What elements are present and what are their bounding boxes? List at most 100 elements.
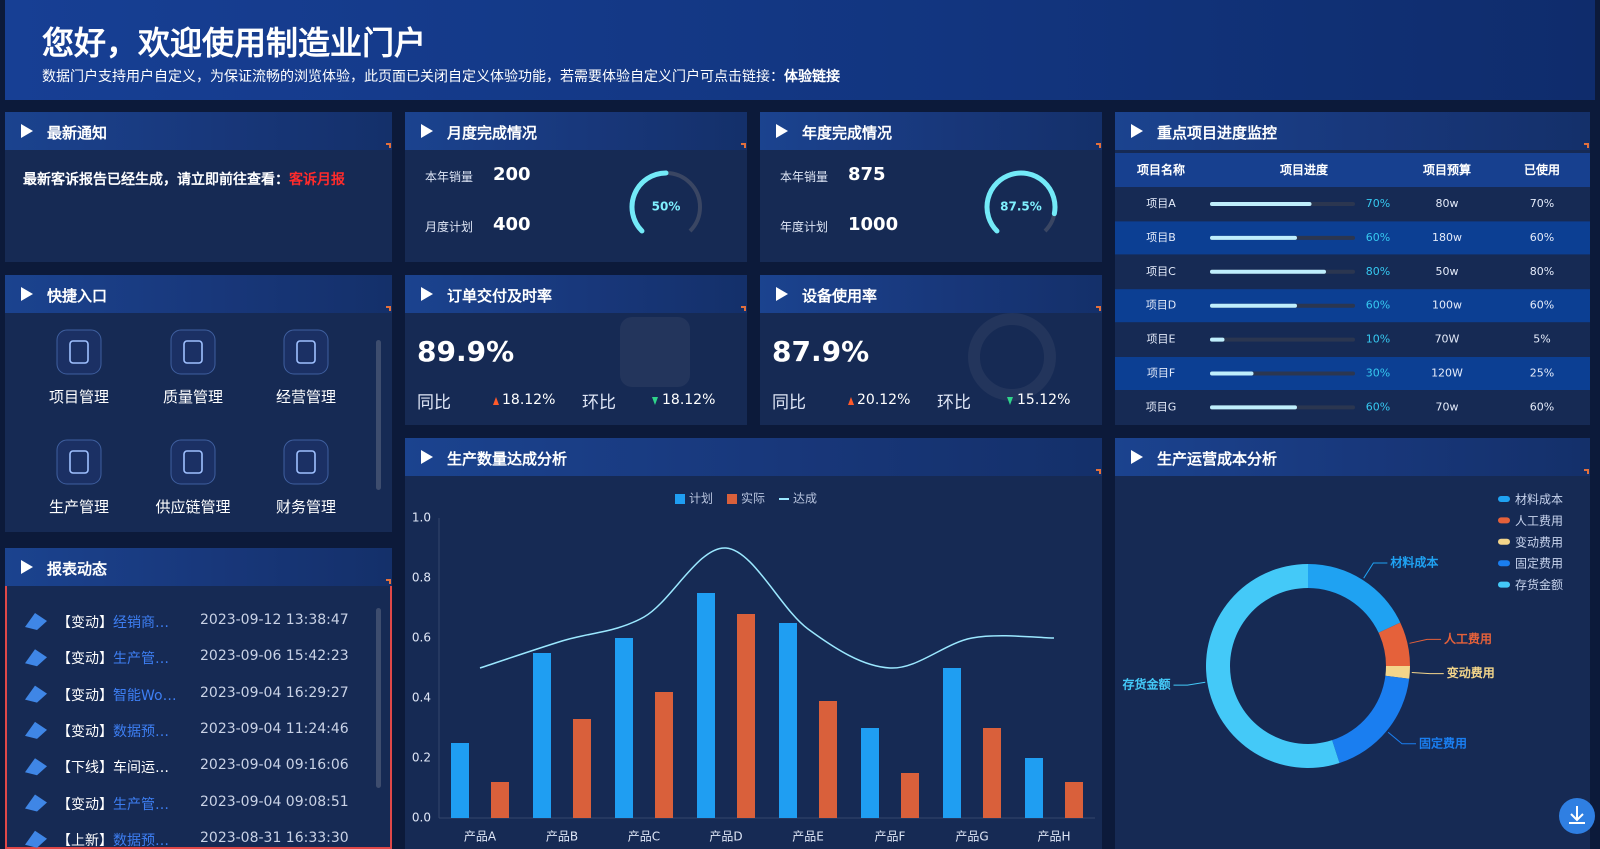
budget: 100w	[1432, 299, 1462, 312]
bar	[615, 638, 633, 818]
graphic: 50%	[629, 170, 702, 234]
quick-entry[interactable]: 供应链管理	[155, 498, 231, 516]
report-item[interactable]: 【下线】车间运…	[57, 757, 169, 777]
report-icon	[25, 685, 47, 703]
report-name: 经销商…	[113, 615, 169, 631]
bar	[697, 593, 715, 818]
panel-title: 年度完成情况	[802, 124, 893, 142]
report-item[interactable]: 【上新】数据预…	[57, 830, 169, 849]
bar	[1065, 782, 1083, 818]
y-tick-label: 0.8	[412, 571, 431, 585]
header-decor	[1131, 450, 1589, 474]
used: 80%	[1530, 265, 1554, 278]
graphic	[848, 313, 1056, 405]
gauge-label: 87.5%	[1000, 200, 1042, 214]
x-tick-label: 产品E	[792, 830, 824, 844]
budget: 70w	[1436, 400, 1459, 413]
legend-swatch	[1498, 496, 1510, 502]
panel-title: 生产运营成本分析	[1157, 450, 1278, 468]
report-item[interactable]: 【变动】数据预…	[57, 721, 169, 741]
report-time: 2023-09-06 15:42:23	[200, 648, 349, 665]
y-tick-label: 1.0	[412, 511, 431, 525]
quick-icon-glyph	[183, 450, 203, 474]
donut-segment	[1378, 622, 1410, 666]
callout-label: 变动费用	[1447, 665, 1495, 680]
progress-label: 30%	[1366, 367, 1390, 380]
quick-icon	[283, 439, 329, 485]
report-icon	[25, 721, 47, 739]
report-time: 2023-09-04 16:29:27	[200, 684, 349, 701]
report-item[interactable]: 【变动】智能Wo…	[57, 685, 177, 705]
stat-label: 年度计划	[780, 220, 829, 234]
header-decor	[421, 287, 746, 311]
progress-bar	[1210, 269, 1326, 274]
x-tick-label: 产品A	[464, 830, 497, 844]
experience-link[interactable]: 体验链接	[784, 69, 840, 85]
play-icon	[421, 450, 433, 464]
used: 70%	[1530, 197, 1554, 210]
corner-decor	[1584, 143, 1589, 148]
report-item[interactable]: 【变动】经销商…	[57, 612, 169, 632]
mom-label: 环比	[937, 393, 971, 413]
quick-icons	[56, 329, 329, 485]
progress-label: 80%	[1366, 265, 1390, 278]
progress-label: 70%	[1366, 197, 1390, 210]
corner-decor	[1096, 469, 1101, 474]
report-icon	[25, 613, 47, 630]
play-icon	[1131, 450, 1143, 464]
quick-entry[interactable]: 经营管理	[275, 388, 337, 406]
report-tag: 【下线】	[57, 760, 113, 777]
header-decor	[421, 450, 1101, 474]
legend-label: 人工费用	[1515, 514, 1563, 528]
panel: 报表动态 【变动】经销商… 2023-09-12 13:38:47 【变动】生产管… 2…	[5, 548, 392, 849]
quick-entry[interactable]: 财务管理	[275, 498, 337, 516]
notice-link[interactable]: 客诉月报	[289, 172, 345, 188]
header-decor	[1131, 124, 1589, 148]
quick-icon	[170, 439, 216, 485]
callout-line	[1173, 681, 1206, 686]
gauge-label: 50%	[652, 200, 681, 214]
panel-title: 最新通知	[47, 124, 108, 142]
report-time: 2023-09-12 13:38:47	[200, 612, 349, 628]
corner-decor	[386, 143, 391, 148]
x-tick-label: 产品B	[546, 830, 578, 844]
panel-title: 设备使用率	[802, 287, 878, 305]
report-item[interactable]: 【变动】生产管…	[57, 648, 169, 668]
budget: 120W	[1431, 367, 1463, 380]
project-name: 项目E	[1147, 333, 1176, 346]
play-icon	[421, 287, 433, 301]
quick-icon-glyph	[69, 450, 89, 474]
project-name: 项目G	[1146, 400, 1177, 413]
graphic: 87.5%	[984, 170, 1058, 234]
play-icon	[776, 287, 788, 301]
report-icon	[25, 758, 47, 776]
download-button[interactable]	[1558, 797, 1596, 835]
page-title: 您好，欢迎使用制造业门户	[42, 24, 427, 62]
quick-entry[interactable]: 项目管理	[48, 388, 110, 406]
report-item[interactable]: 【变动】生产管…	[57, 794, 169, 814]
quick-entry[interactable]: 生产管理	[48, 498, 110, 516]
header-decor	[776, 124, 1101, 148]
bar	[819, 701, 837, 818]
panel-title: 月度完成情况	[447, 124, 538, 142]
callout-line	[1411, 672, 1444, 675]
panel: 月度完成情况 本年销量 200 月度计划 400 50%	[405, 112, 747, 262]
progress-label: 60%	[1366, 299, 1390, 312]
scrollbar	[376, 340, 381, 490]
panel-header: 最新通知	[5, 112, 392, 150]
donut-segment	[1385, 666, 1410, 679]
legend-swatch	[1498, 517, 1510, 524]
subtitle-text: 数据门户支持用户自定义，为保证流畅的浏览体验，此页面已关闭自定义体验功能，若需要…	[42, 69, 784, 85]
graphic	[493, 317, 690, 405]
callout-line	[1409, 638, 1442, 644]
quick-icon	[170, 329, 216, 375]
bar	[861, 728, 879, 818]
quick-entry[interactable]: 质量管理	[162, 388, 224, 406]
report-name: 车间运…	[113, 760, 169, 777]
quick-icon	[283, 329, 329, 375]
gauge-arc	[629, 170, 669, 234]
quick-icon-glyph	[69, 340, 89, 364]
budget: 80w	[1436, 197, 1459, 210]
bar	[901, 773, 919, 818]
